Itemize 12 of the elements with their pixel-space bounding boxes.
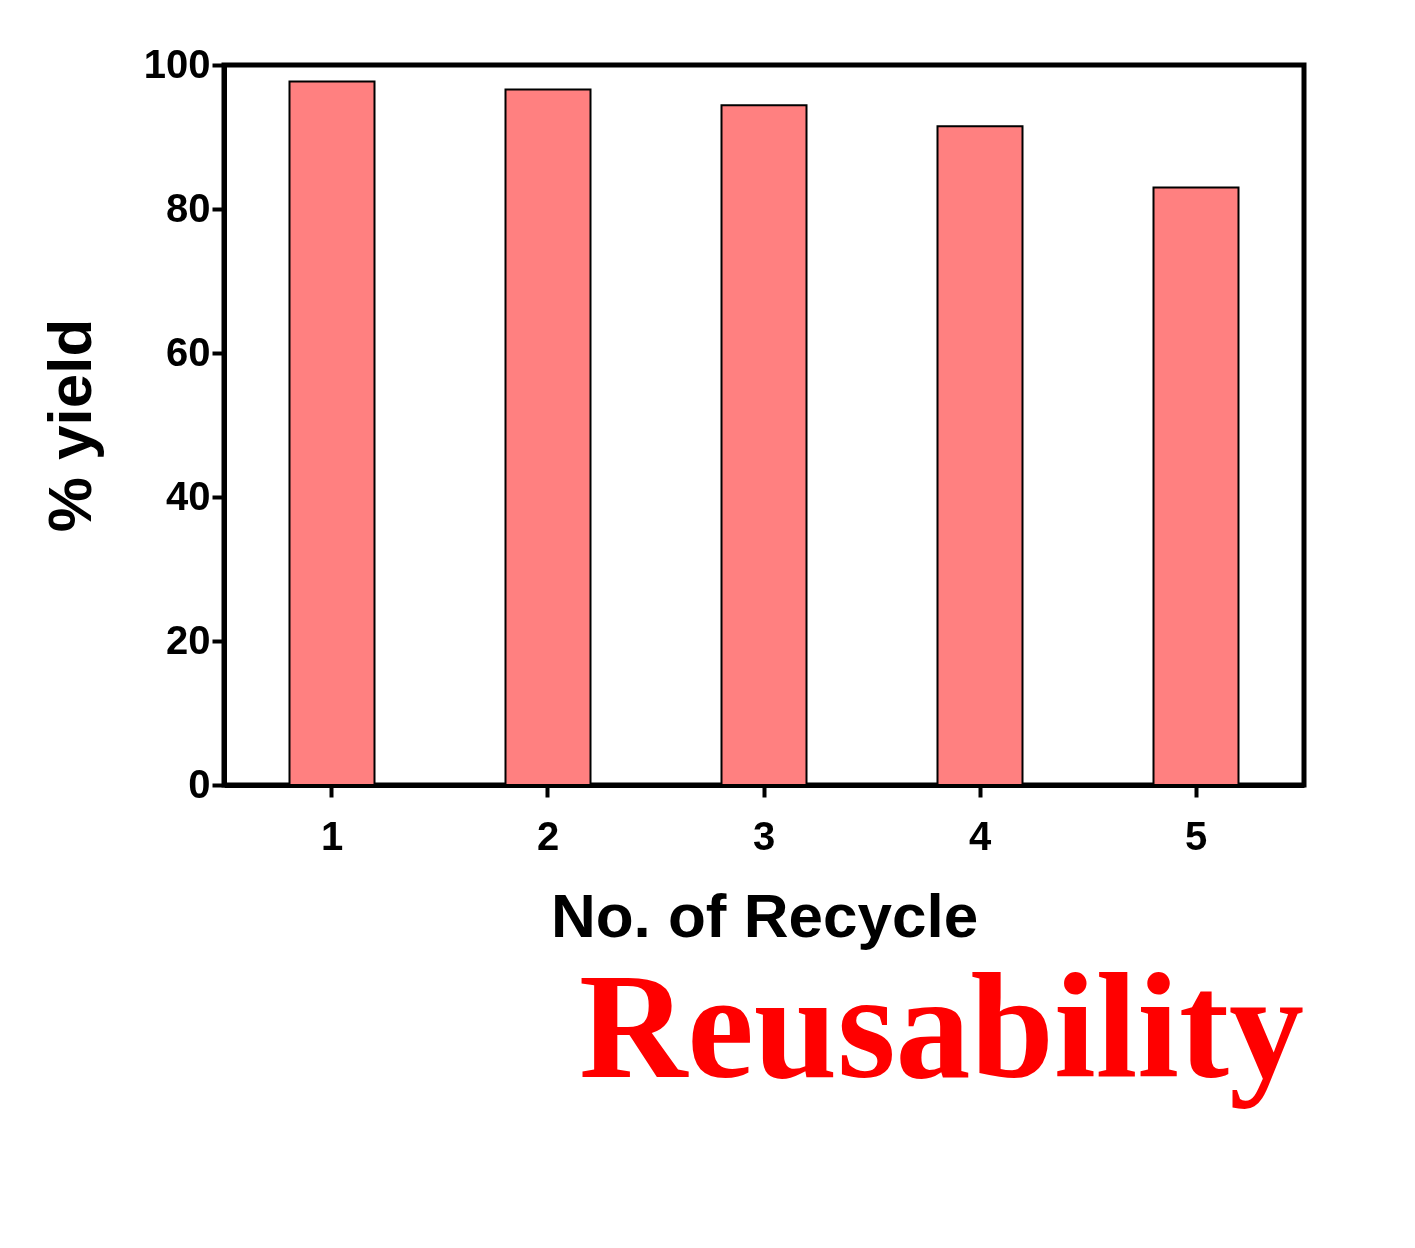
y-tick-label: 80	[166, 185, 211, 230]
x-tick-label: 4	[968, 813, 992, 858]
y-tick-label: 0	[188, 761, 211, 806]
y-tick-label: 60	[166, 329, 211, 374]
x-tick-label: 2	[536, 813, 560, 858]
y-axis-title: % yield	[34, 318, 104, 533]
y-tick-label: 40	[166, 473, 211, 518]
x-tick-label: 1	[320, 813, 344, 858]
y-tick-label: 100	[143, 41, 211, 86]
x-tick-label: 5	[1184, 813, 1208, 858]
y-tick-label: 20	[166, 617, 211, 662]
x-tick-label: 3	[752, 813, 776, 858]
